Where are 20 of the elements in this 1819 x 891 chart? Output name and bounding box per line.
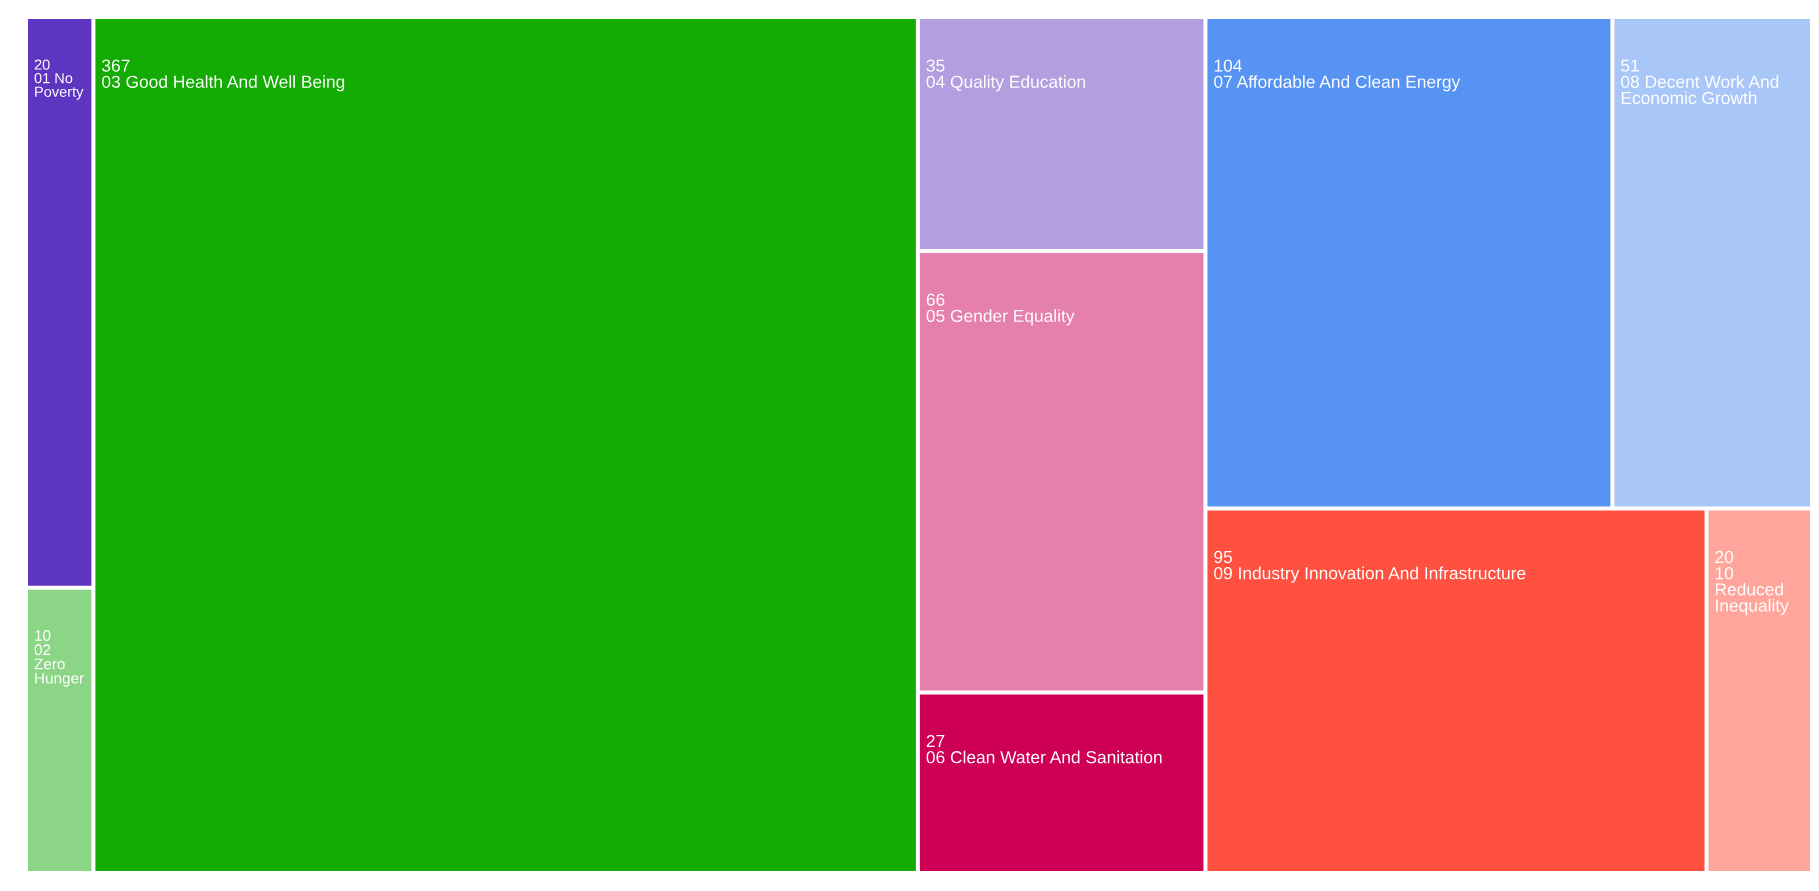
data-label: 95 xyxy=(1214,550,1233,564)
data-label: 367 xyxy=(102,59,130,72)
category-label: 07 Affordable And Clean Energy xyxy=(1214,75,1461,92)
data-label: 10 xyxy=(35,630,51,641)
data-label: 51 xyxy=(1621,59,1639,72)
category-label: 06 Clean Water And Sanitation xyxy=(926,750,1162,764)
category-label: 05 Gender Equality xyxy=(926,309,1075,326)
data-label: 104 xyxy=(1214,59,1242,72)
category-label: 09 Industry Innovation And Infrastructure xyxy=(1214,566,1526,583)
category-label: 02 Zero Hunger xyxy=(34,644,84,687)
category-label: 10 Reduced Inequality xyxy=(1715,567,1789,616)
data-label: 35 xyxy=(926,59,945,72)
data-label: 20 xyxy=(34,59,50,70)
data-label: 27 xyxy=(926,734,945,748)
data-label: 20 xyxy=(1715,550,1734,564)
category-label: 08 Decent Work And Economic Growth xyxy=(1621,75,1779,105)
category-label: 04 Quality Education xyxy=(926,75,1085,92)
category-label: 01 No Poverty xyxy=(34,72,84,100)
category-label: 03 Good Health And Well Being xyxy=(102,75,345,92)
data-label: 66 xyxy=(926,293,945,306)
